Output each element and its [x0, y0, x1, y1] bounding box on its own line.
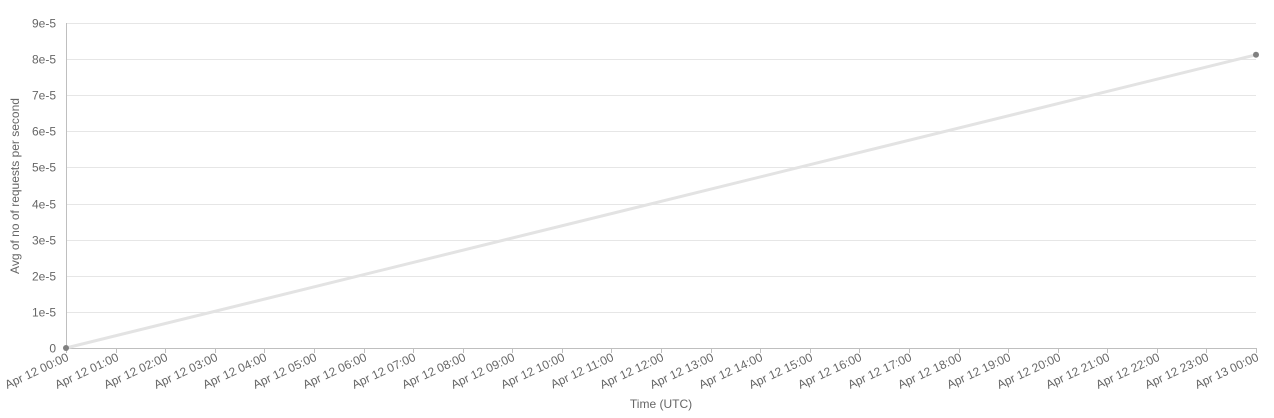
y-axis-label: Avg of no of requests per second [8, 98, 22, 274]
y-tick-label: 8e-5 [32, 53, 56, 67]
y-tick-label: 9e-5 [32, 17, 56, 31]
data-point[interactable] [1253, 51, 1259, 58]
y-tick-label: 5e-5 [32, 161, 56, 175]
y-tick-label: 3e-5 [32, 234, 56, 248]
series-line [64, 53, 1258, 350]
y-axis-ticks: 0 1e-5 2e-5 3e-5 4e-5 5e-5 6e-5 7e-5 8e-5 9e-5 [32, 17, 56, 356]
y-tick-label: 7e-5 [32, 89, 56, 103]
x-axis-label: Time (UTC) [630, 397, 692, 411]
y-tick-label: 4e-5 [32, 198, 56, 212]
data-point[interactable] [63, 345, 69, 351]
y-tick-label: 0 [49, 342, 56, 356]
axes [66, 23, 1256, 349]
y-tick-label: 2e-5 [32, 270, 56, 284]
y-tick-label: 1e-5 [32, 306, 56, 320]
grid-lines [66, 23, 1256, 313]
series [63, 51, 1259, 351]
y-tick-label: 6e-5 [32, 125, 56, 139]
